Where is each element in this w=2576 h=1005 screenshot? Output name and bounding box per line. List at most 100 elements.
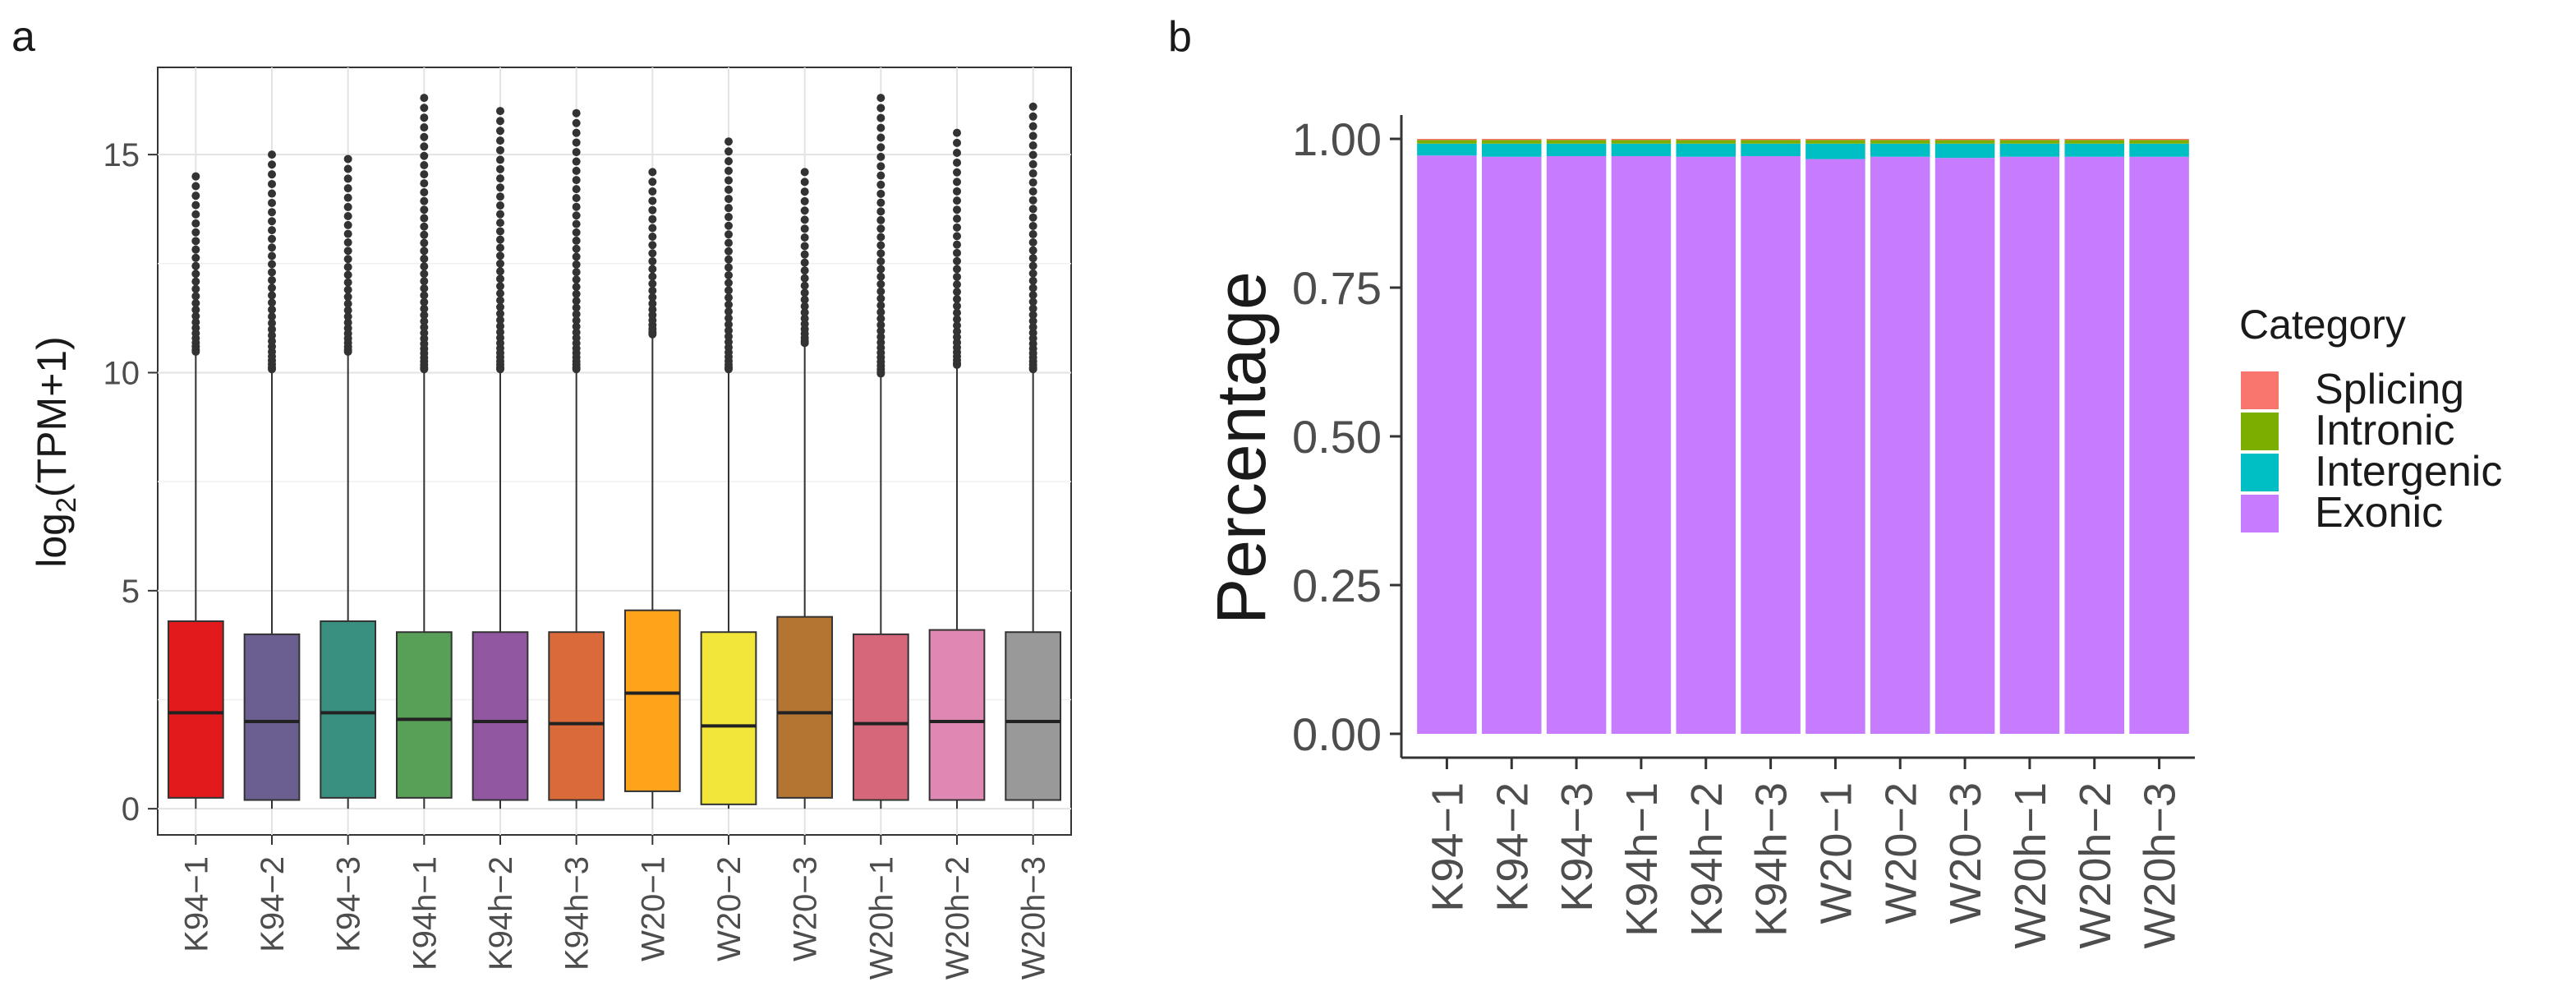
outlier-point [343, 318, 352, 327]
outlier-point [496, 328, 504, 337]
x-tick-label: W20−3 [788, 856, 824, 961]
outlier-point [343, 184, 352, 193]
legend-label-splicing: Splicing [2315, 366, 2464, 413]
stacked-bars [1417, 139, 2189, 735]
outlier-point [496, 321, 504, 330]
outlier-point [496, 243, 504, 252]
outlier-point [572, 283, 581, 292]
legend-key-intergenic [2241, 454, 2279, 491]
outlier-point [953, 128, 961, 137]
outlier-point [420, 270, 429, 279]
box-body [623, 609, 681, 792]
outlier-point [496, 192, 504, 201]
outlier-point [1028, 246, 1037, 255]
outlier-point [268, 298, 276, 307]
outlier-point [953, 327, 961, 336]
bar-segment-exonic [1999, 156, 2060, 735]
outlier-point [724, 255, 733, 264]
outlier-point [953, 288, 961, 297]
outlier-point [876, 189, 886, 198]
outlier-point [343, 312, 352, 321]
outlier-point [191, 210, 200, 219]
outlier-point [496, 174, 504, 183]
outlier-point [876, 326, 886, 335]
outlier-point [953, 302, 961, 311]
outlier-point [572, 244, 581, 253]
box-body [243, 633, 301, 801]
legend: Category SplicingIntronicIntergenicExoni… [2239, 302, 2502, 537]
box-5 [472, 107, 529, 809]
outlier-point [343, 220, 352, 229]
outlier-point [648, 249, 657, 258]
outlier-point [420, 161, 429, 170]
outlier-point [648, 272, 657, 281]
x-tick-label: K94−1 [1423, 782, 1472, 912]
stacked-bar-4 [1611, 139, 1672, 735]
box-body [776, 615, 834, 799]
panel-b-label: b [1168, 13, 1192, 61]
outlier-point [420, 291, 429, 300]
outlier-point [420, 317, 429, 326]
outlier-point [191, 284, 200, 293]
outlier-point [876, 171, 886, 180]
y-tick-label: 5 [122, 574, 140, 610]
y-tick-label: 1.00 [1292, 113, 1382, 165]
outlier-point [496, 333, 504, 342]
outlier-point [648, 241, 657, 250]
bar-segment-splicing [2129, 139, 2189, 141]
outlier-point [800, 274, 809, 283]
outlier-point [268, 160, 276, 169]
x-tick-label: W20−3 [1941, 782, 1990, 924]
outlier-point [420, 262, 429, 271]
outlier-point [572, 148, 581, 157]
outlier-point [420, 284, 429, 293]
outlier-point [343, 247, 352, 256]
outlier-point [724, 247, 733, 256]
bar-segment-intronic [2064, 140, 2125, 144]
x-tick-label: W20−2 [1876, 782, 1925, 924]
outlier-point [343, 164, 352, 173]
outlier-point [191, 191, 200, 201]
outlier-point [420, 170, 429, 179]
outlier-point [876, 133, 886, 142]
y-tick-label: 15 [104, 137, 140, 173]
x-tick-label: K94−3 [1552, 782, 1602, 912]
outlier-point [268, 150, 276, 159]
outlier-point [953, 308, 961, 317]
outlier-point [953, 148, 961, 157]
x-tick-label: K94h−2 [1682, 782, 1732, 937]
outlier-point [876, 198, 886, 207]
outlier-point [420, 323, 429, 332]
outlier-point [1028, 290, 1037, 299]
outlier-point [268, 243, 276, 252]
outlier-point [1028, 112, 1037, 121]
outlier-point [1028, 284, 1037, 293]
outlier-point [420, 187, 429, 196]
outlier-point [724, 230, 733, 239]
outlier-point [268, 170, 276, 179]
bar-segment-exonic [1741, 155, 1801, 735]
bar-segment-exonic [1870, 156, 1930, 735]
outlier-point [343, 306, 352, 315]
x-tick-label: W20h−3 [1016, 856, 1052, 980]
x-tick-label: K94−3 [331, 856, 367, 952]
outlier-point [343, 270, 352, 279]
outlier-point [800, 206, 809, 215]
outlier-point [953, 272, 961, 281]
outlier-point [1028, 169, 1037, 178]
outlier-point [268, 331, 276, 340]
bar-segment-exonic [1676, 156, 1736, 735]
outlier-point [191, 201, 200, 210]
outlier-point [420, 104, 429, 113]
legend-key-splicing [2241, 371, 2279, 409]
outlier-point [648, 305, 657, 314]
stacked-bar-6 [1741, 139, 1801, 735]
outlier-point [572, 185, 581, 194]
outlier-point [496, 183, 504, 192]
outlier-point [572, 118, 581, 127]
outlier-point [1028, 316, 1037, 325]
outlier-point [648, 279, 657, 288]
outlier-point [1028, 304, 1037, 313]
box-body [472, 631, 529, 801]
outlier-point [420, 214, 429, 223]
